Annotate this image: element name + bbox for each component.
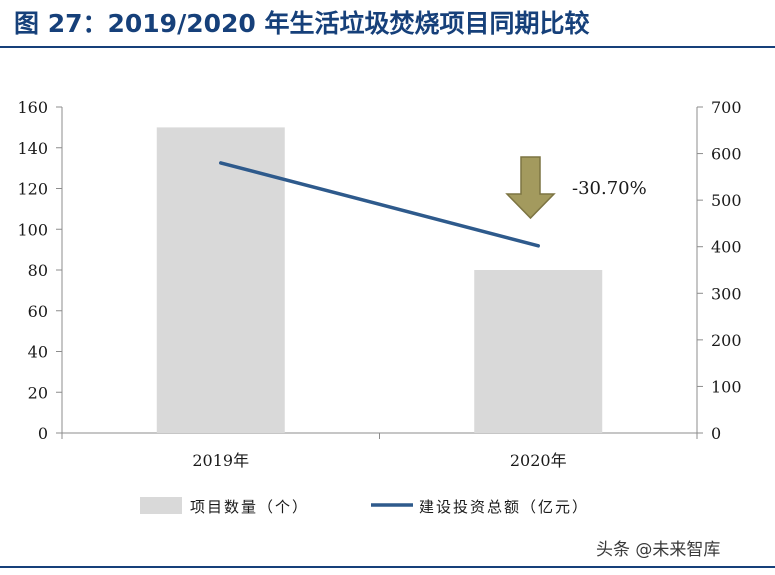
footer-rule <box>0 566 775 568</box>
y-right-tick-label: 500 <box>711 191 742 210</box>
y-right-tick-label: 600 <box>711 145 742 164</box>
title-underline <box>0 46 775 48</box>
legend-swatch-bar <box>140 497 182 514</box>
line-point <box>536 244 540 248</box>
y-left-tick-label: 160 <box>17 98 48 117</box>
y-right-tick-label: 0 <box>711 424 721 443</box>
watermark: 头条 @未来智库 <box>596 540 721 560</box>
decrease-arrow-icon <box>505 156 556 220</box>
y-left-tick-label: 40 <box>28 343 48 362</box>
y-right-tick-label: 700 <box>711 98 742 117</box>
y-right-tick-label: 200 <box>711 331 742 350</box>
bar-project-count <box>156 127 285 433</box>
y-left-tick-label: 60 <box>28 302 48 321</box>
y-left-tick-label: 140 <box>17 139 48 158</box>
y-left-tick-label: 100 <box>17 220 48 239</box>
y-right-tick-label: 100 <box>711 377 742 396</box>
x-tick-label: 2020年 <box>510 451 567 470</box>
y-right-tick-label: 400 <box>711 238 742 257</box>
x-tick-label: 2019年 <box>192 451 249 470</box>
legend-label-bar: 项目数量（个） <box>190 498 309 516</box>
legend-label-line: 建设投资总额（亿元） <box>419 498 589 516</box>
y-left-tick-label: 0 <box>38 424 48 443</box>
y-left-tick-label: 80 <box>28 261 48 280</box>
y-left-tick-label: 20 <box>28 383 48 402</box>
y-right-tick-label: 300 <box>711 284 742 303</box>
line-investment-total <box>219 161 540 248</box>
bar-project-count <box>474 270 603 433</box>
chart-title: 图 27：2019/2020 年生活垃圾焚烧项目同期比较 <box>14 9 590 38</box>
change-annotation: -30.70% <box>572 178 647 199</box>
line-point <box>219 161 223 165</box>
y-left-tick-label: 120 <box>17 180 48 199</box>
